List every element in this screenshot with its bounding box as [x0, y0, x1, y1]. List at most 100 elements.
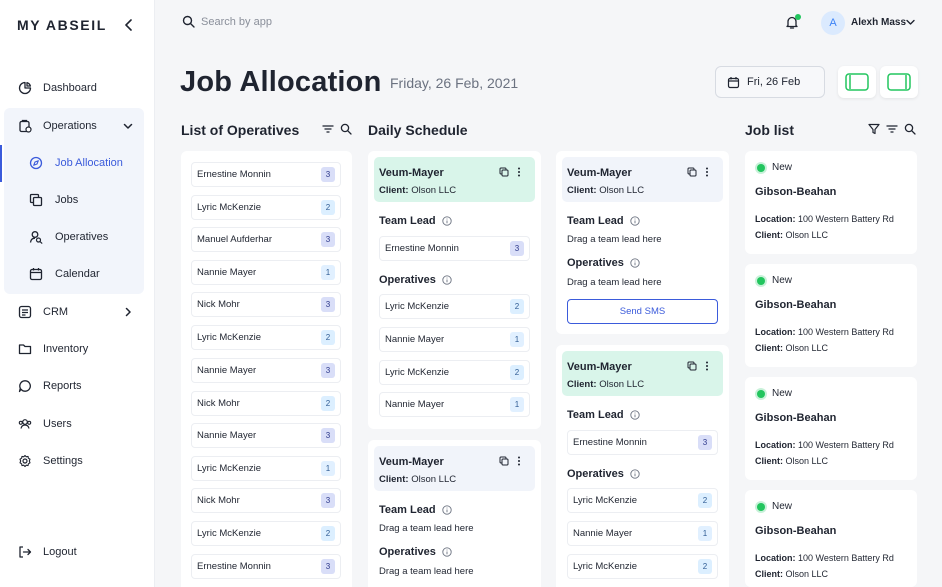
sidebar-item-label: Dashboard — [43, 82, 97, 94]
location-value: 100 Western Battery Rd — [798, 327, 894, 337]
sidebar-item-calendar[interactable]: Calendar — [0, 259, 155, 289]
list-item[interactable]: Nannie Mayer 1 — [191, 260, 341, 285]
sidebar-item-dashboard[interactable]: Dashboard — [0, 73, 155, 103]
job-location: Location: 100 Western Battery Rd — [755, 327, 894, 337]
schedule-card[interactable]: Veum-Mayer Client: Olson LLC Team Lead D… — [368, 440, 541, 587]
collapse-sidebar-icon[interactable] — [121, 17, 137, 33]
sidebar-item-operatives[interactable]: Operatives — [0, 222, 155, 252]
team-lead-row[interactable]: Ernestine Monnin 3 — [379, 236, 530, 261]
operations-icon — [18, 119, 32, 133]
search-input[interactable] — [201, 12, 401, 32]
operatives-text: Operatives — [567, 468, 624, 480]
job-card[interactable]: New Gibson-Beahan Location: 100 Western … — [745, 377, 917, 480]
copy-icon[interactable] — [499, 167, 509, 177]
operative-row[interactable]: Nannie Mayer 1 — [379, 327, 530, 352]
drag-lead-hint[interactable]: Drag a team lead here — [567, 234, 662, 245]
job-client: Client: Olson LLC — [755, 343, 828, 353]
list-item[interactable]: Nick Mohr 2 — [191, 391, 341, 416]
sidebar-item-settings[interactable]: Settings — [0, 446, 155, 476]
user-search-icon — [29, 230, 43, 244]
job-card[interactable]: New Gibson-Beahan Location: 100 Western … — [745, 490, 917, 587]
list-item[interactable]: Lyric McKenzie 2 — [191, 325, 341, 350]
status-badge: New — [772, 501, 793, 512]
more-vertical-icon[interactable] — [702, 167, 712, 177]
status-badge: New — [772, 162, 793, 173]
send-sms-button[interactable]: Send SMS — [567, 299, 718, 324]
sidebar-item-label: Calendar — [55, 268, 100, 280]
schedule-card[interactable]: Veum-Mayer Client: Olson LLC Team Lead E… — [368, 151, 541, 429]
sidebar-item-users[interactable]: Users — [0, 409, 155, 439]
view-toggle-right-button[interactable] — [880, 66, 918, 98]
list-item[interactable]: Lyric McKenzie 2 — [191, 521, 341, 546]
list-item[interactable]: Nick Mohr 3 — [191, 488, 341, 513]
sidebar-item-jobs[interactable]: Jobs — [0, 185, 155, 215]
client-prefix: Client: — [379, 474, 409, 485]
drag-lead-hint[interactable]: Drag a team lead here — [379, 523, 474, 534]
list-item[interactable]: Nannie Mayer 3 — [191, 423, 341, 448]
user-name[interactable]: Alexh Mass — [851, 17, 907, 28]
drag-lead-hint[interactable]: Drag a team lead here — [379, 566, 474, 577]
list-item[interactable]: Manuel Aufderhar 3 — [191, 227, 341, 252]
count-badge: 1 — [510, 397, 524, 412]
operative-row[interactable]: Lyric McKenzie 2 — [379, 360, 530, 385]
list-item[interactable]: Nick Mohr 3 — [191, 292, 341, 317]
count-badge: 3 — [321, 297, 335, 312]
sidebar-item-operations[interactable]: Operations — [0, 111, 155, 141]
count-badge: 3 — [321, 493, 335, 508]
date-picker-button[interactable]: Fri, 26 Feb — [715, 66, 825, 98]
logout-button[interactable]: Logout — [0, 537, 155, 567]
sidebar-item-reports[interactable]: Reports — [0, 371, 155, 401]
notification-bell-icon[interactable] — [784, 14, 800, 30]
chevron-down-icon[interactable] — [905, 17, 916, 28]
gear-icon — [18, 454, 32, 468]
search-icon[interactable] — [340, 123, 352, 135]
search-icon[interactable] — [904, 123, 916, 135]
operative-name: Nannie Mayer — [197, 430, 257, 441]
filter-lines-icon[interactable] — [886, 123, 898, 135]
sidebar-item-label: Inventory — [43, 343, 89, 355]
list-item[interactable]: Ernestine Monnin 3 — [191, 162, 341, 187]
operative-row[interactable]: Nannie Mayer 1 — [567, 521, 718, 546]
sidebar-item-job-allocation[interactable]: Job Allocation — [0, 148, 155, 178]
client-value: Olson LLC — [785, 343, 829, 353]
operative-name: Manuel Aufderhar — [197, 234, 272, 245]
copy-icon[interactable] — [499, 456, 509, 466]
more-vertical-icon[interactable] — [514, 456, 524, 466]
copy-icon[interactable] — [687, 361, 697, 371]
sidebar-item-crm[interactable]: CRM — [0, 297, 155, 327]
list-item[interactable]: Lyric McKenzie 1 — [191, 456, 341, 481]
avatar[interactable]: A — [821, 11, 845, 35]
job-card[interactable]: New Gibson-Beahan Location: 100 Western … — [745, 151, 917, 254]
list-item[interactable]: Nannie Mayer 3 — [191, 358, 341, 383]
team-lead-row[interactable]: Ernestine Monnin 3 — [567, 430, 718, 455]
info-icon — [630, 469, 640, 479]
location-value: 100 Western Battery Rd — [798, 553, 894, 563]
more-vertical-icon[interactable] — [702, 361, 712, 371]
chevron-right-icon — [122, 306, 134, 318]
more-vertical-icon[interactable] — [514, 167, 524, 177]
operative-name: Lyric McKenzie — [197, 202, 262, 213]
count-badge: 1 — [321, 265, 335, 280]
operative-row[interactable]: Nannie Mayer 1 — [379, 392, 530, 417]
job-client: Client: Olson LLC — [755, 230, 828, 240]
client-prefix: Client: — [755, 230, 783, 240]
sidebar-item-label: Jobs — [55, 194, 79, 206]
view-toggle-left-button[interactable] — [838, 66, 876, 98]
operative-row[interactable]: Lyric McKenzie 2 — [567, 554, 718, 579]
list-item[interactable]: Ernestine Monnin 3 — [191, 554, 341, 579]
copy-icon — [29, 193, 43, 207]
drag-lead-hint[interactable]: Drag a team lead here — [567, 277, 662, 288]
operative-row[interactable]: Lyric McKenzie 2 — [379, 294, 530, 319]
sidebar-item-inventory[interactable]: Inventory — [0, 334, 155, 364]
filter-lines-icon[interactable] — [322, 123, 334, 135]
operatives-text: Operatives — [379, 546, 436, 558]
list-item[interactable]: Lyric McKenzie 2 — [191, 195, 341, 220]
funnel-icon[interactable] — [868, 123, 880, 135]
job-client: Client: Olson LLC — [379, 474, 456, 485]
job-card[interactable]: New Gibson-Beahan Location: 100 Western … — [745, 264, 917, 367]
schedule-card[interactable]: Veum-Mayer Client: Olson LLC Team Lead D… — [556, 151, 729, 334]
copy-icon[interactable] — [687, 167, 697, 177]
client-prefix: Client: — [567, 185, 597, 196]
operative-row[interactable]: Lyric McKenzie 2 — [567, 488, 718, 513]
schedule-card[interactable]: Veum-Mayer Client: Olson LLC Team Lead E… — [556, 345, 729, 587]
